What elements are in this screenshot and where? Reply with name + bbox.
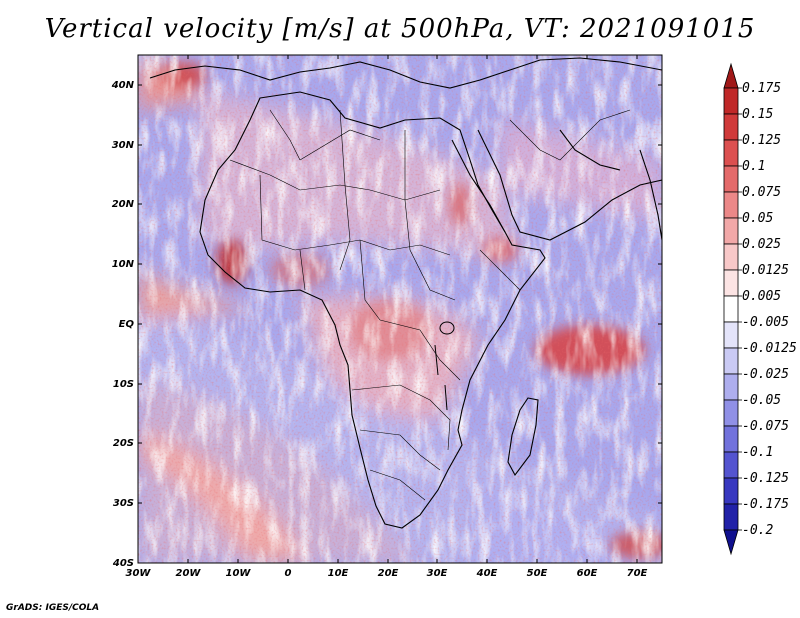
colorbar-top-arrow [723,62,739,89]
lat-label: 20N [112,199,135,210]
lon-label: 20E [378,568,399,579]
colorbar-label: -0.125 [742,471,789,486]
lon-label: 20W [176,568,202,579]
colorbar-box [723,373,739,401]
field-speckle [138,55,662,563]
lon-label: 40E [476,568,498,579]
colorbar-label: -0.005 [742,315,789,330]
lon-label: 30E [427,568,448,579]
arabia-coast [477,129,662,241]
lat-label: 30S [113,498,134,509]
colorbar-label: -0.2 [742,523,773,538]
africa-coastline [199,91,546,529]
colorbar-box [723,399,739,427]
colorbar-label: 0.1 [742,159,765,174]
lon-label: 10E [328,568,349,579]
persian-gulf [559,129,621,171]
colorbar-label: 0.05 [742,211,773,226]
colorbar: 0.175 0.15 0.125 0.1 0.075 0.05 0.025 0.0125 0.0… [723,62,797,556]
colorbar-box [723,503,739,531]
colorbar-label: 0.005 [742,289,781,304]
lat-label: 30N [112,140,135,151]
colorbar-box [723,269,739,297]
colorbar-box [723,165,739,193]
country-borders [229,109,631,501]
velocity-field-map [138,55,662,563]
colorbar-label: -0.0125 [742,341,797,356]
colorbar-box [723,139,739,167]
coastlines [149,57,662,529]
colorbar-box [723,87,739,115]
lat-label: 40S [112,558,134,569]
lakes [434,321,455,411]
colorbar-label: 0.025 [742,237,781,252]
lat-label: 10N [112,259,135,270]
colorbar-label: 0.175 [742,81,781,96]
colorbar-box [723,113,739,141]
colorbar-box [723,191,739,219]
map-title: Vertical velocity [m/s] at 500hPa, VT: 2… [44,14,756,44]
colorbar-box [723,243,739,271]
colorbar-label: -0.175 [742,497,789,512]
lon-label: 50E [527,568,548,579]
colorbar-box [723,321,739,349]
colorbar-box [723,425,739,453]
colorbar-label: -0.025 [742,367,789,382]
lon-label: 60E [577,568,598,579]
lat-label: 40N [111,80,135,91]
colorbar-label: 0.125 [742,133,781,148]
india-coast [639,149,662,241]
map-frame [137,54,663,564]
red-sea [451,139,506,233]
colorbar-box [723,217,739,245]
credit-text: GrADS: IGES/COLA [6,603,100,613]
colorbar-box [723,477,739,505]
colorbar-label: 0.075 [742,185,781,200]
europe-coast [149,57,662,89]
colorbar-box [723,347,739,375]
latitude-axis: 40N 30N 20N 10N EQ 10S 20S 30S 40S [111,80,662,569]
lon-label: 10W [226,568,252,579]
madagascar [507,397,539,477]
lat-label: 20S [113,438,134,449]
lon-label: 70E [627,568,648,579]
lat-label: EQ [119,319,135,330]
colorbar-label: -0.05 [742,393,781,408]
lon-label: 0 [285,568,292,579]
colorbar-box [723,295,739,323]
colorbar-label: -0.1 [742,445,773,460]
colorbar-label: 0.0125 [742,263,789,278]
longitude-axis: 30W 20W 10W 0 10E 20E 30E 40E 50E 60E 70E [126,55,648,579]
colorbar-bottom-arrow [723,529,739,556]
lon-label: 30W [126,568,152,579]
colorbar-label: -0.075 [742,419,789,434]
lat-label: 10S [113,379,134,390]
colorbar-box [723,451,739,479]
colorbar-label: 0.15 [742,107,773,122]
